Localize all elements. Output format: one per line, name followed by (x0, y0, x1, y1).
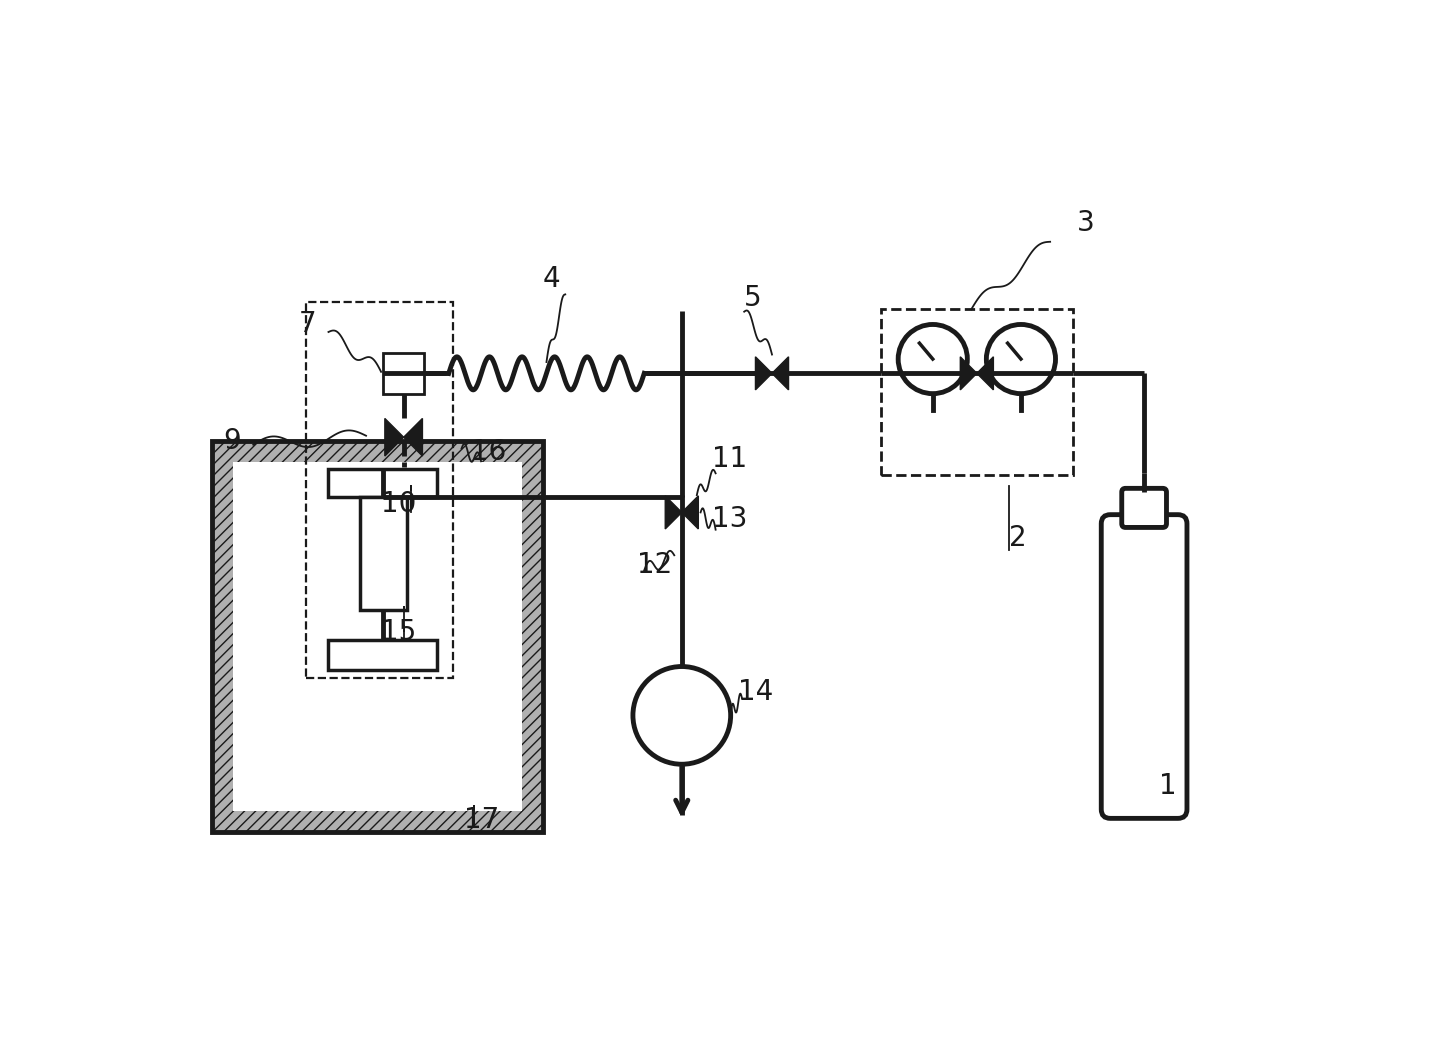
Text: 12: 12 (637, 551, 672, 579)
Bar (212, 441, 543, 832)
Polygon shape (403, 419, 422, 456)
Text: 11: 11 (711, 445, 746, 473)
Polygon shape (682, 496, 698, 529)
Text: 1: 1 (1160, 773, 1177, 801)
Bar (329, 469, 438, 498)
FancyBboxPatch shape (1122, 488, 1167, 528)
Polygon shape (960, 357, 976, 390)
Text: 3: 3 (1077, 208, 1094, 236)
Bar (882, 309, 1072, 475)
Text: 16: 16 (471, 438, 506, 466)
Bar (306, 302, 453, 678)
Text: 7: 7 (298, 310, 316, 338)
Polygon shape (665, 496, 682, 529)
Text: 4: 4 (543, 264, 560, 292)
Text: 9: 9 (223, 426, 242, 454)
Text: 13: 13 (711, 505, 748, 533)
Bar (359, 498, 406, 610)
Polygon shape (755, 357, 773, 390)
Polygon shape (773, 357, 789, 390)
FancyBboxPatch shape (1101, 514, 1187, 818)
Polygon shape (384, 419, 403, 456)
Text: 2: 2 (1008, 525, 1026, 553)
Polygon shape (976, 357, 994, 390)
Bar (329, 640, 438, 670)
Text: 10: 10 (381, 491, 416, 518)
Text: 14: 14 (738, 678, 774, 706)
Bar (233, 463, 522, 811)
Text: 5: 5 (744, 284, 762, 312)
Bar (383, 353, 423, 394)
Text: 15: 15 (381, 618, 416, 646)
Text: 17: 17 (464, 806, 499, 834)
